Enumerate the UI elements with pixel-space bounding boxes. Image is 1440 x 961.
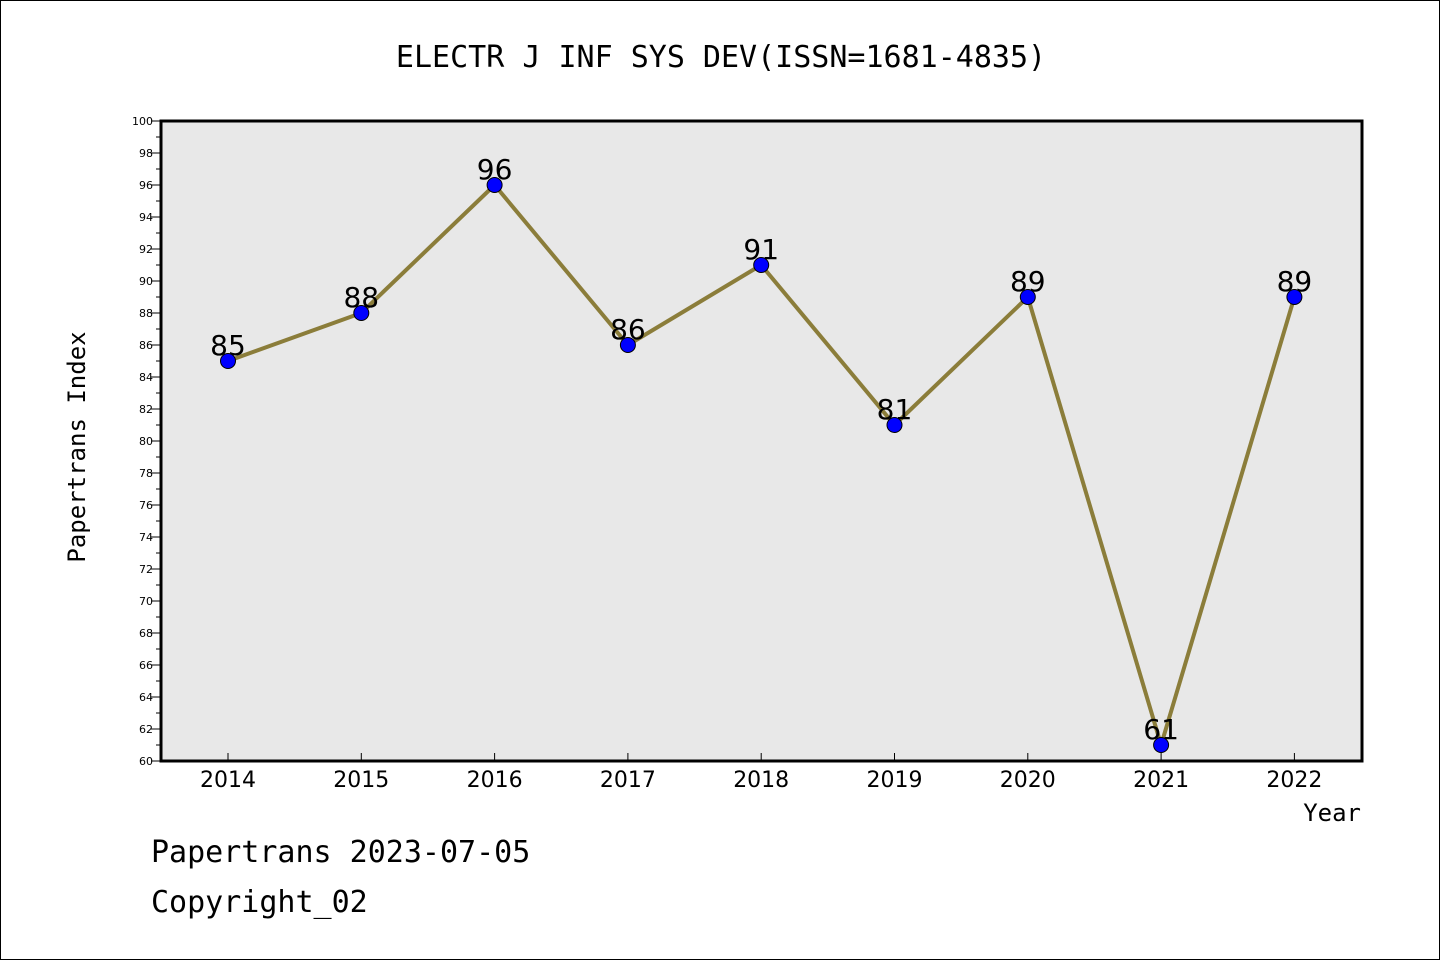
y-tick-label: 88: [139, 307, 153, 320]
footer-date: Papertrans 2023-07-05: [151, 835, 531, 870]
data-point: [1286, 289, 1303, 305]
y-tick-label: 94: [139, 211, 153, 224]
x-tick-label: 2022: [1266, 768, 1322, 793]
y-tick-label: 60: [139, 755, 153, 768]
x-tick-label: 2020: [1000, 768, 1056, 793]
y-tick-label: 68: [139, 627, 153, 640]
chart-title: ELECTR J INF SYS DEV(ISSN=1681-4835): [396, 40, 1046, 75]
data-point: [353, 305, 370, 321]
x-tick-label: 2017: [600, 768, 656, 793]
y-tick-label: 66: [139, 659, 153, 672]
x-tick-label: 2019: [867, 768, 923, 793]
x-tick-label: 2021: [1133, 768, 1189, 793]
footer-copyright: Copyright_02: [151, 885, 368, 920]
x-axis-label: Year: [1303, 799, 1361, 827]
y-tick-label: 98: [139, 147, 153, 160]
y-tick-label: 64: [139, 691, 153, 704]
y-tick-label: 72: [139, 563, 153, 576]
y-tick-label: 84: [139, 371, 153, 384]
y-axis-label: Papertrans Index: [63, 331, 91, 562]
x-tick-label: 2016: [467, 768, 523, 793]
data-point: [753, 257, 770, 273]
data-point: [1019, 289, 1036, 305]
data-point: [1153, 737, 1170, 753]
y-tick-label: 78: [139, 467, 153, 480]
x-tick-label: 2018: [733, 768, 789, 793]
data-point: [220, 353, 236, 369]
plot-border: [159, 119, 1364, 763]
y-tick-label: 62: [139, 723, 153, 736]
y-tick-label: 100: [132, 115, 153, 128]
y-tick-label: 74: [139, 531, 153, 544]
x-tick-label: 2014: [200, 768, 256, 793]
y-tick-label: 80: [139, 435, 153, 448]
plot-area: [161, 121, 1362, 761]
y-tick-label: 82: [139, 403, 153, 416]
y-tick-label: 90: [139, 275, 153, 288]
x-tick-label: 2015: [333, 768, 389, 793]
y-axis-ticks: 60 62 64 66 68 70 72 74 76 78 80 82 84 86 88 90 92 94 96 98…: [132, 115, 161, 768]
data-point: [486, 177, 503, 193]
y-tick-label: 96: [139, 179, 153, 192]
y-tick-label: 92: [139, 243, 153, 256]
y-tick-label: 86: [139, 339, 153, 352]
data-point: [886, 417, 903, 433]
y-tick-label: 76: [139, 499, 153, 512]
y-tick-label: 70: [139, 595, 153, 608]
data-point: [619, 337, 636, 353]
x-axis-ticks: 2014 2015 2016 2017 2018 2019 2020 2021 2022: [200, 753, 1322, 793]
